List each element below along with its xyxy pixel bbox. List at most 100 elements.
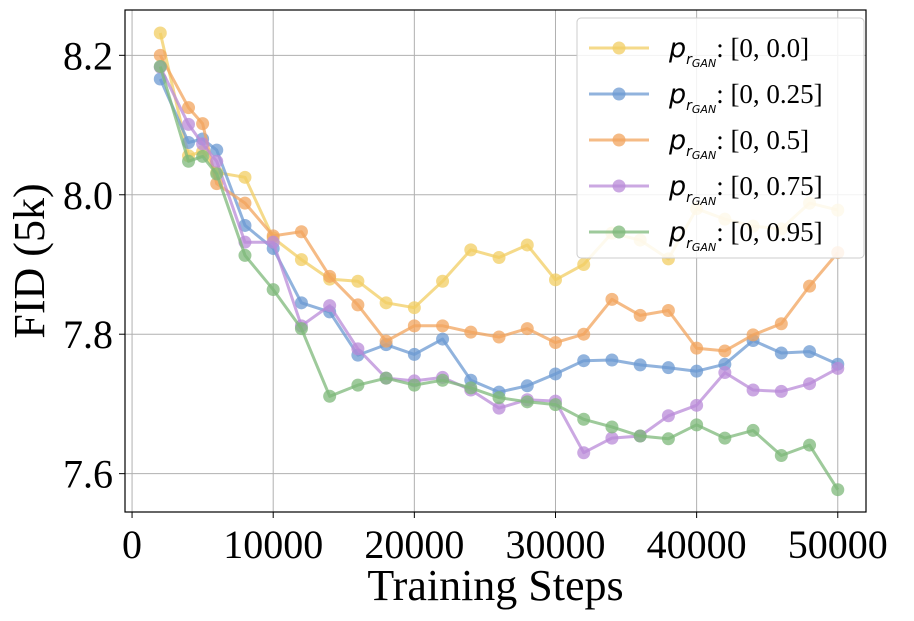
data-point bbox=[605, 292, 619, 306]
data-point bbox=[238, 196, 252, 210]
data-point bbox=[210, 167, 224, 181]
y-axis: 7.6 7.8 8.0 8.2 bbox=[63, 33, 125, 497]
data-point bbox=[492, 330, 506, 344]
data-point bbox=[520, 238, 534, 252]
data-point bbox=[266, 235, 280, 249]
data-point bbox=[407, 378, 421, 392]
y-tick-label: 7.8 bbox=[63, 312, 113, 357]
data-point bbox=[379, 371, 393, 385]
x-tick-label: 10000 bbox=[223, 522, 323, 567]
legend-marker bbox=[612, 133, 626, 147]
data-point bbox=[182, 154, 196, 168]
legend-label: prGAN: [0, 0.95] bbox=[668, 217, 823, 254]
series-4 bbox=[153, 59, 845, 497]
y-tick-label: 8.2 bbox=[63, 33, 113, 78]
data-point bbox=[633, 429, 647, 443]
data-point bbox=[294, 253, 308, 267]
data-point bbox=[153, 26, 167, 40]
legend-symbol-base: p bbox=[668, 33, 686, 64]
data-point bbox=[718, 431, 732, 445]
data-point bbox=[379, 296, 393, 310]
legend-box bbox=[576, 17, 865, 259]
x-tick-label: 20000 bbox=[364, 522, 464, 567]
data-point bbox=[520, 379, 534, 393]
data-point bbox=[351, 274, 365, 288]
legend-symbol-sub: r bbox=[686, 52, 693, 68]
data-point bbox=[182, 101, 196, 115]
data-point bbox=[661, 432, 675, 446]
data-point bbox=[464, 381, 478, 395]
data-point bbox=[196, 117, 210, 131]
data-point bbox=[323, 389, 337, 403]
data-point bbox=[746, 328, 760, 342]
data-point bbox=[238, 170, 252, 184]
legend-range: : [0, 0.0] bbox=[716, 33, 809, 63]
legend: prGAN: [0, 0.0]prGAN: [0, 0.25]prGAN: [0… bbox=[576, 17, 865, 259]
data-point bbox=[605, 353, 619, 367]
data-point bbox=[379, 334, 393, 348]
x-tick-label: 30000 bbox=[505, 522, 605, 567]
data-point bbox=[718, 366, 732, 380]
y-axis-label: FID (5k) bbox=[5, 183, 54, 338]
data-point bbox=[548, 367, 562, 381]
plot-frame bbox=[124, 9, 867, 513]
legend-item: prGAN: [0, 0.95] bbox=[589, 217, 823, 254]
data-point bbox=[661, 409, 675, 423]
data-point bbox=[690, 341, 704, 355]
legend-item: prGAN: [0, 0.75] bbox=[589, 171, 823, 208]
legend-symbol-subsub: GAN bbox=[692, 149, 716, 162]
data-point bbox=[520, 395, 534, 409]
data-point bbox=[351, 342, 365, 356]
data-point bbox=[690, 398, 704, 412]
data-point bbox=[464, 325, 478, 339]
data-point bbox=[492, 391, 506, 405]
data-point bbox=[266, 283, 280, 297]
legend-item: prGAN: [0, 0.0] bbox=[589, 33, 809, 70]
legend-symbol-base: p bbox=[668, 171, 686, 202]
x-tick-label: 50000 bbox=[788, 522, 888, 567]
data-point bbox=[690, 418, 704, 432]
legend-symbol-subsub: GAN bbox=[692, 103, 716, 116]
data-point bbox=[803, 345, 817, 359]
data-point bbox=[548, 398, 562, 412]
legend-symbol-base: p bbox=[668, 125, 686, 156]
x-axis: 0 10000 20000 30000 40000 50000 bbox=[122, 512, 888, 567]
data-point bbox=[803, 279, 817, 293]
data-point bbox=[718, 344, 732, 358]
y-tick-label: 8.0 bbox=[63, 173, 113, 218]
legend-label: prGAN: [0, 0.0] bbox=[668, 33, 809, 70]
legend-marker bbox=[612, 225, 626, 239]
x-tick-label: 40000 bbox=[647, 522, 747, 567]
data-point bbox=[323, 269, 337, 283]
data-point bbox=[351, 378, 365, 392]
legend-symbol-subsub: GAN bbox=[692, 241, 716, 254]
data-point bbox=[407, 347, 421, 361]
data-point bbox=[577, 327, 591, 341]
data-point bbox=[436, 319, 450, 333]
data-point bbox=[746, 383, 760, 397]
data-point bbox=[577, 354, 591, 368]
legend-marker bbox=[612, 87, 626, 101]
data-point bbox=[182, 117, 196, 131]
y-tick-label: 7.6 bbox=[63, 452, 113, 497]
data-point bbox=[492, 251, 506, 265]
legend-symbol-sub: r bbox=[686, 98, 693, 114]
legend-symbol-sub: r bbox=[686, 144, 693, 160]
series-2 bbox=[153, 48, 845, 358]
legend-symbol-base: p bbox=[668, 79, 686, 110]
data-point bbox=[690, 364, 704, 378]
legend-label: prGAN: [0, 0.25] bbox=[668, 79, 823, 116]
data-point bbox=[774, 449, 788, 463]
data-point bbox=[774, 346, 788, 360]
data-point bbox=[577, 446, 591, 460]
legend-item: prGAN: [0, 0.5] bbox=[589, 125, 809, 162]
data-point bbox=[831, 361, 845, 375]
data-point bbox=[746, 423, 760, 437]
data-point bbox=[351, 298, 365, 312]
legend-range: : [0, 0.5] bbox=[716, 125, 809, 155]
legend-label: prGAN: [0, 0.5] bbox=[668, 125, 809, 162]
data-point bbox=[407, 301, 421, 315]
data-point bbox=[294, 296, 308, 310]
data-point bbox=[436, 274, 450, 288]
